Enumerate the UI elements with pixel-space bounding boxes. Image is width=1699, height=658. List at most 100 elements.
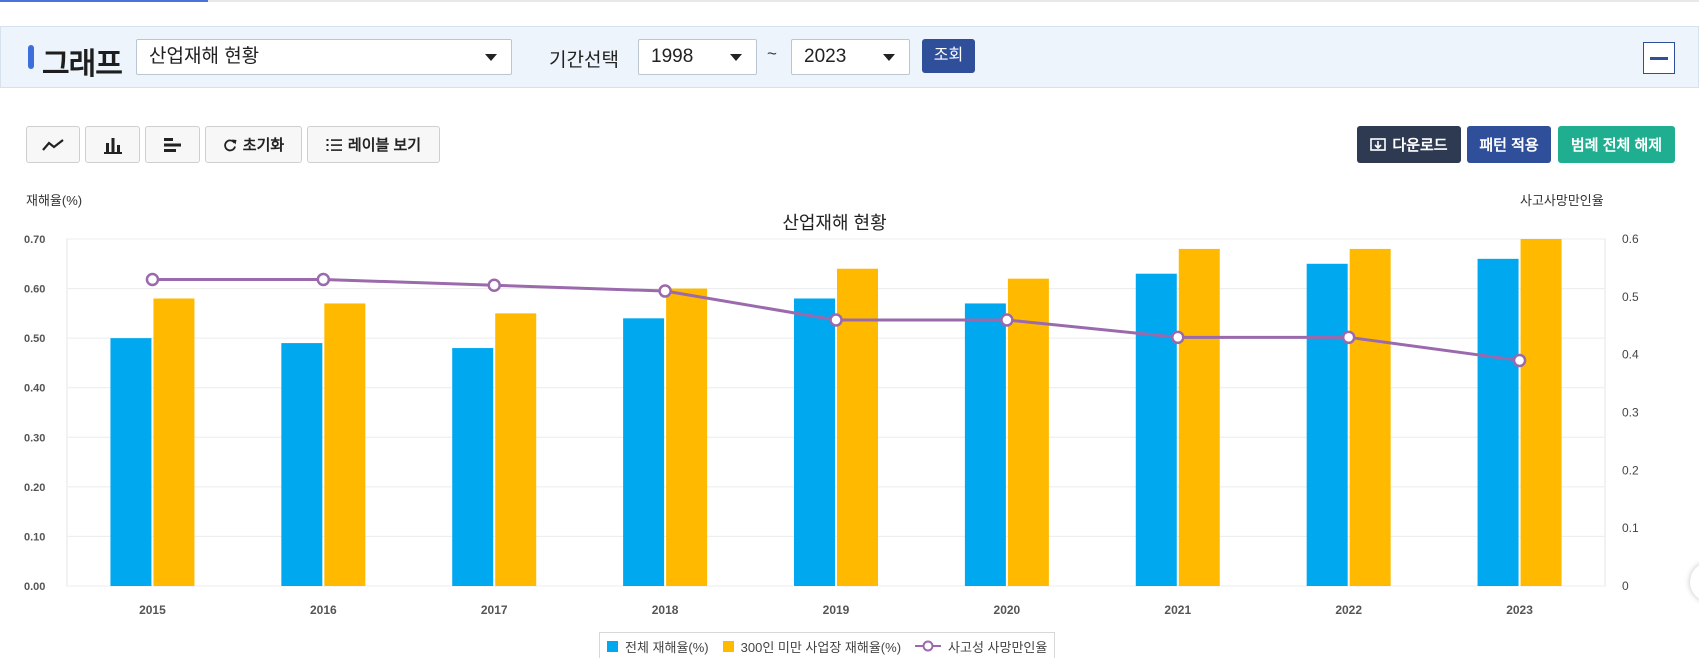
chevron-down-icon — [485, 54, 497, 61]
x-tick-label: 2017 — [481, 603, 508, 617]
legend-clear-all-button[interactable]: 범례 전체 해제 — [1558, 126, 1675, 163]
bar-total-rate — [110, 338, 152, 586]
chevron-down-icon — [883, 54, 895, 61]
horizontal-bar-chart-icon — [163, 137, 181, 152]
bar-chart-icon — [103, 137, 122, 154]
line-point-fatality-rate — [487, 278, 501, 293]
line-chart-icon — [42, 138, 64, 151]
end-year-select[interactable]: 2023 — [791, 39, 910, 75]
legend-label: 전체 재해율(%) — [625, 639, 709, 655]
active-tab-indicator — [0, 0, 208, 2]
bar-small-workplace-rate — [495, 313, 537, 586]
y2-tick-label: 0.6 — [1622, 232, 1639, 246]
x-tick-label: 2020 — [994, 603, 1021, 617]
y2-tick-label: 0.1 — [1622, 521, 1639, 535]
line-point-fatality-rate — [1341, 330, 1356, 345]
y2-tick-label: 0.2 — [1622, 463, 1639, 477]
bar-small-workplace-rate — [1349, 248, 1391, 586]
bar-total-rate — [452, 348, 494, 586]
line-point-fatality-rate — [829, 313, 843, 327]
legend-swatch — [607, 640, 618, 652]
graph-title: 그래프 — [42, 48, 123, 81]
chevron-down-icon — [730, 54, 742, 61]
y-tick-label: 0.20 — [24, 482, 45, 494]
y-axis-title: 재해율(%) — [26, 193, 83, 208]
y2-tick-label: 0.4 — [1622, 348, 1639, 362]
y-tick-label: 0.50 — [24, 333, 45, 345]
range-separator: ~ — [767, 44, 777, 63]
y2-tick-label: 0 — [1622, 579, 1629, 593]
dataset-select[interactable]: 산업재해 현황 — [136, 39, 512, 75]
bar-small-workplace-rate — [324, 303, 366, 586]
dataset-select-value: 산업재해 현황 — [149, 46, 260, 67]
refresh-icon — [224, 139, 237, 151]
horizontal-bar-chart-button[interactable] — [145, 126, 200, 163]
line-point-fatality-rate — [1512, 353, 1527, 368]
bar-total-rate — [281, 343, 323, 586]
x-tick-label: 2021 — [1164, 603, 1191, 617]
line-point-fatality-rate — [658, 284, 672, 298]
line-chart-button[interactable] — [26, 126, 80, 163]
y2-tick-label: 0.5 — [1622, 290, 1639, 304]
bar-total-rate — [1477, 258, 1519, 586]
title-marker — [28, 45, 34, 69]
y2-tick-label: 0.3 — [1622, 406, 1639, 420]
reset-button[interactable]: 초기화 — [205, 126, 302, 163]
floating-button-edge[interactable] — [1690, 562, 1699, 602]
query-button[interactable]: 조회 — [922, 39, 975, 73]
line-point-fatality-rate — [1171, 330, 1185, 345]
start-year-value: 1998 — [651, 46, 694, 67]
bar-total-rate — [1135, 273, 1177, 586]
bar-total-rate — [964, 303, 1006, 586]
x-tick-label: 2019 — [823, 603, 850, 617]
reset-label: 초기화 — [242, 137, 285, 154]
bar-small-workplace-rate — [1520, 239, 1562, 586]
end-year-value: 2023 — [804, 46, 847, 67]
legend-line-marker — [915, 640, 942, 652]
x-tick-label: 2023 — [1506, 603, 1533, 617]
y-tick-label: 0.10 — [24, 531, 45, 543]
legend-item-small-workplace-rate[interactable]: 300인 미만 사업장 재해율(%) — [722, 637, 901, 656]
line-point-fatality-rate — [1000, 313, 1014, 327]
y-tick-label: 0.60 — [24, 284, 45, 296]
bar-small-workplace-rate — [666, 288, 708, 586]
start-year-select[interactable]: 1998 — [638, 39, 757, 75]
bar-small-workplace-rate — [837, 268, 878, 586]
legend-item-fatality-rate[interactable]: 사고성 사망만인율 — [915, 637, 1047, 656]
legend-clear-all-label: 범례 전체 해제 — [1570, 137, 1663, 154]
download-icon — [1370, 137, 1387, 151]
bar-chart-button[interactable] — [85, 126, 140, 163]
legend-swatch — [722, 640, 734, 652]
y-tick-label: 0.30 — [24, 432, 45, 444]
collapse-button[interactable] — [1643, 42, 1675, 74]
label-view-label: 레이블 보기 — [347, 137, 422, 154]
y-tick-label: 0.40 — [24, 383, 45, 395]
y-tick-label: 0.00 — [24, 581, 45, 593]
bar-total-rate — [1306, 263, 1348, 586]
bar-small-workplace-rate — [1007, 278, 1049, 586]
x-tick-label: 2015 — [139, 603, 166, 617]
plot-area — [66, 238, 1606, 587]
numbered-list-icon — [326, 138, 342, 151]
pattern-apply-button[interactable]: 패턴 적용 — [1467, 126, 1551, 163]
legend-item-total-rate[interactable]: 전체 재해율(%) — [607, 637, 709, 656]
download-button[interactable]: 다운로드 — [1357, 126, 1461, 163]
y2-axis-title: 사고사망만인율 — [1520, 193, 1604, 208]
label-view-button[interactable]: 레이블 보기 — [307, 126, 440, 163]
pattern-apply-label: 패턴 적용 — [1479, 137, 1539, 154]
filter-bar: 그래프 산업재해 현황 기간선택 1998 ~ 2023 조회 — [0, 26, 1699, 88]
bar-small-workplace-rate — [1178, 248, 1220, 586]
bar-small-workplace-rate — [153, 298, 195, 586]
y-tick-label: 0.70 — [24, 234, 45, 246]
top-divider — [0, 0, 1699, 2]
bar-total-rate — [623, 318, 665, 586]
chart-canvas: 0.00 0.10 0.20 0.30 0.40 0.50 0.60 0.70 0 0.1 0.2 0… — [24, 232, 1639, 617]
bar-total-rate — [794, 298, 835, 586]
x-tick-label: 2018 — [652, 603, 679, 617]
line-point-fatality-rate — [316, 272, 331, 287]
chart-legend: 전체 재해율(%) 300인 미만 사업장 재해율(%) 사고성 사망만인율 — [599, 632, 1056, 658]
chart-title: 산업재해 현황 — [782, 213, 887, 233]
line-point-fatality-rate — [145, 272, 160, 287]
download-label: 다운로드 — [1392, 137, 1448, 154]
minus-icon — [1650, 57, 1668, 60]
